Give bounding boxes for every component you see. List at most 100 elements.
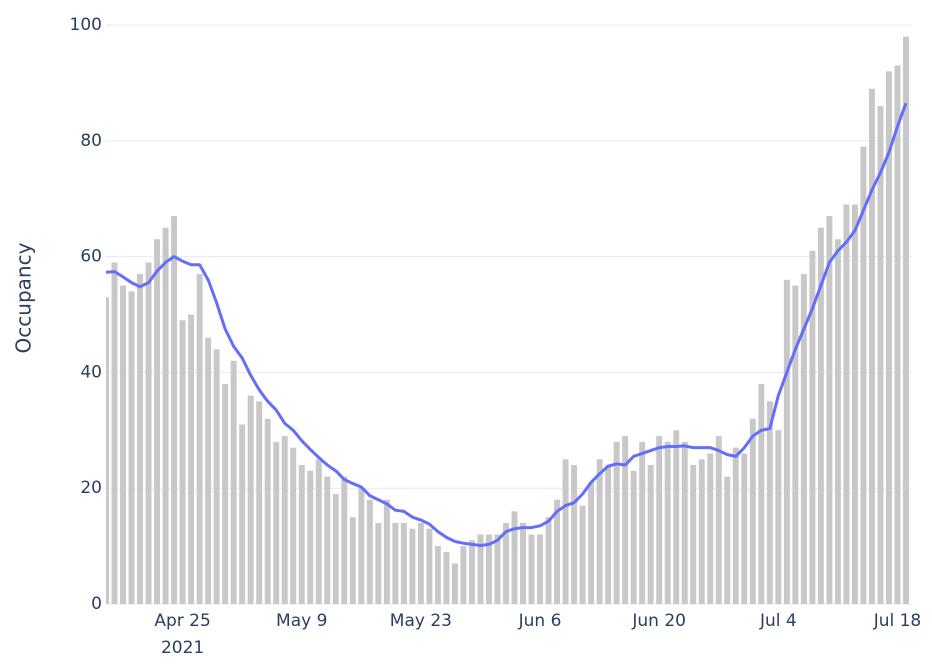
bar xyxy=(443,551,450,604)
y-axis-label: Occupancy xyxy=(12,242,36,353)
bar xyxy=(426,528,433,604)
bar xyxy=(486,534,492,604)
bar xyxy=(851,204,858,605)
bar xyxy=(894,65,901,604)
bar xyxy=(213,349,220,604)
bar xyxy=(349,517,356,604)
bar xyxy=(222,383,229,604)
bars xyxy=(106,36,909,605)
x-tick-label: Jul 18 xyxy=(873,611,922,631)
bar xyxy=(647,465,654,604)
bar xyxy=(758,383,765,604)
bar xyxy=(239,424,246,604)
bar xyxy=(613,441,620,604)
bar xyxy=(554,499,561,604)
lines xyxy=(105,102,908,548)
bar xyxy=(622,436,629,604)
bar xyxy=(264,418,271,604)
x-tick-label: Jun 20 xyxy=(631,611,686,631)
bar xyxy=(111,262,118,604)
bar xyxy=(886,71,892,604)
y-tick-label: 60 xyxy=(80,247,102,267)
bar xyxy=(494,534,501,604)
bar xyxy=(571,465,578,604)
bar xyxy=(315,459,322,604)
bar xyxy=(749,418,756,604)
labels: 0 20 40 60 80 100 Apr 25 2021 May 9 May 23 Jun 6 Ju… xyxy=(70,15,922,658)
bar xyxy=(477,534,484,604)
bar xyxy=(145,262,152,604)
bar xyxy=(639,441,646,604)
bar xyxy=(860,146,867,604)
bar xyxy=(537,534,544,604)
bar xyxy=(545,517,552,604)
bar xyxy=(783,279,790,604)
bar xyxy=(392,522,399,604)
bar xyxy=(106,297,109,604)
bar xyxy=(162,227,169,604)
bar xyxy=(366,499,373,604)
bar xyxy=(511,511,518,604)
bar xyxy=(451,563,458,604)
bar xyxy=(434,546,441,604)
bar xyxy=(230,360,237,604)
bar xyxy=(707,453,714,604)
bar xyxy=(579,505,586,604)
bar xyxy=(290,447,297,604)
bar xyxy=(273,441,280,604)
bar xyxy=(673,430,680,604)
bar xyxy=(690,465,697,604)
bar xyxy=(256,401,263,604)
bar xyxy=(120,285,126,604)
bar xyxy=(375,522,382,604)
bar xyxy=(409,528,416,604)
bar xyxy=(468,540,475,604)
x-tick-label: Jul 4 xyxy=(759,611,797,631)
bar xyxy=(630,470,637,604)
bar xyxy=(179,320,186,604)
bar xyxy=(792,285,799,604)
bar xyxy=(520,522,526,604)
bar xyxy=(205,337,212,604)
bar xyxy=(596,459,603,604)
bar xyxy=(775,430,782,604)
x-year-label: 2021 xyxy=(161,638,204,658)
y-tick-label: 100 xyxy=(70,15,102,35)
bar xyxy=(503,522,509,604)
y-tick-label: 20 xyxy=(80,478,102,498)
bar xyxy=(656,436,663,604)
bar xyxy=(154,239,161,605)
bar xyxy=(732,447,739,604)
bar xyxy=(528,534,535,604)
bar xyxy=(698,459,705,604)
bar xyxy=(383,499,390,604)
bar xyxy=(681,441,688,604)
bar xyxy=(298,465,305,604)
bar xyxy=(562,459,569,604)
bar xyxy=(817,227,824,604)
bar xyxy=(137,273,144,604)
y-tick-label: 0 xyxy=(91,594,102,614)
bar xyxy=(826,216,833,604)
bar xyxy=(188,314,195,604)
bar xyxy=(800,273,807,604)
bar xyxy=(171,216,178,604)
x-tick-label: May 9 xyxy=(276,611,327,631)
bar xyxy=(877,106,884,604)
bar xyxy=(332,493,339,604)
bar xyxy=(766,401,773,604)
bar xyxy=(324,476,331,604)
bar xyxy=(605,465,612,604)
bar xyxy=(664,441,671,604)
bar xyxy=(715,436,722,604)
x-tick-label: May 23 xyxy=(390,611,452,631)
bar xyxy=(417,522,424,604)
bar xyxy=(281,436,288,604)
bar xyxy=(341,476,348,604)
bar xyxy=(247,395,254,604)
bar xyxy=(834,239,841,605)
bar xyxy=(741,453,748,604)
bar xyxy=(400,522,407,604)
bar xyxy=(843,204,850,605)
